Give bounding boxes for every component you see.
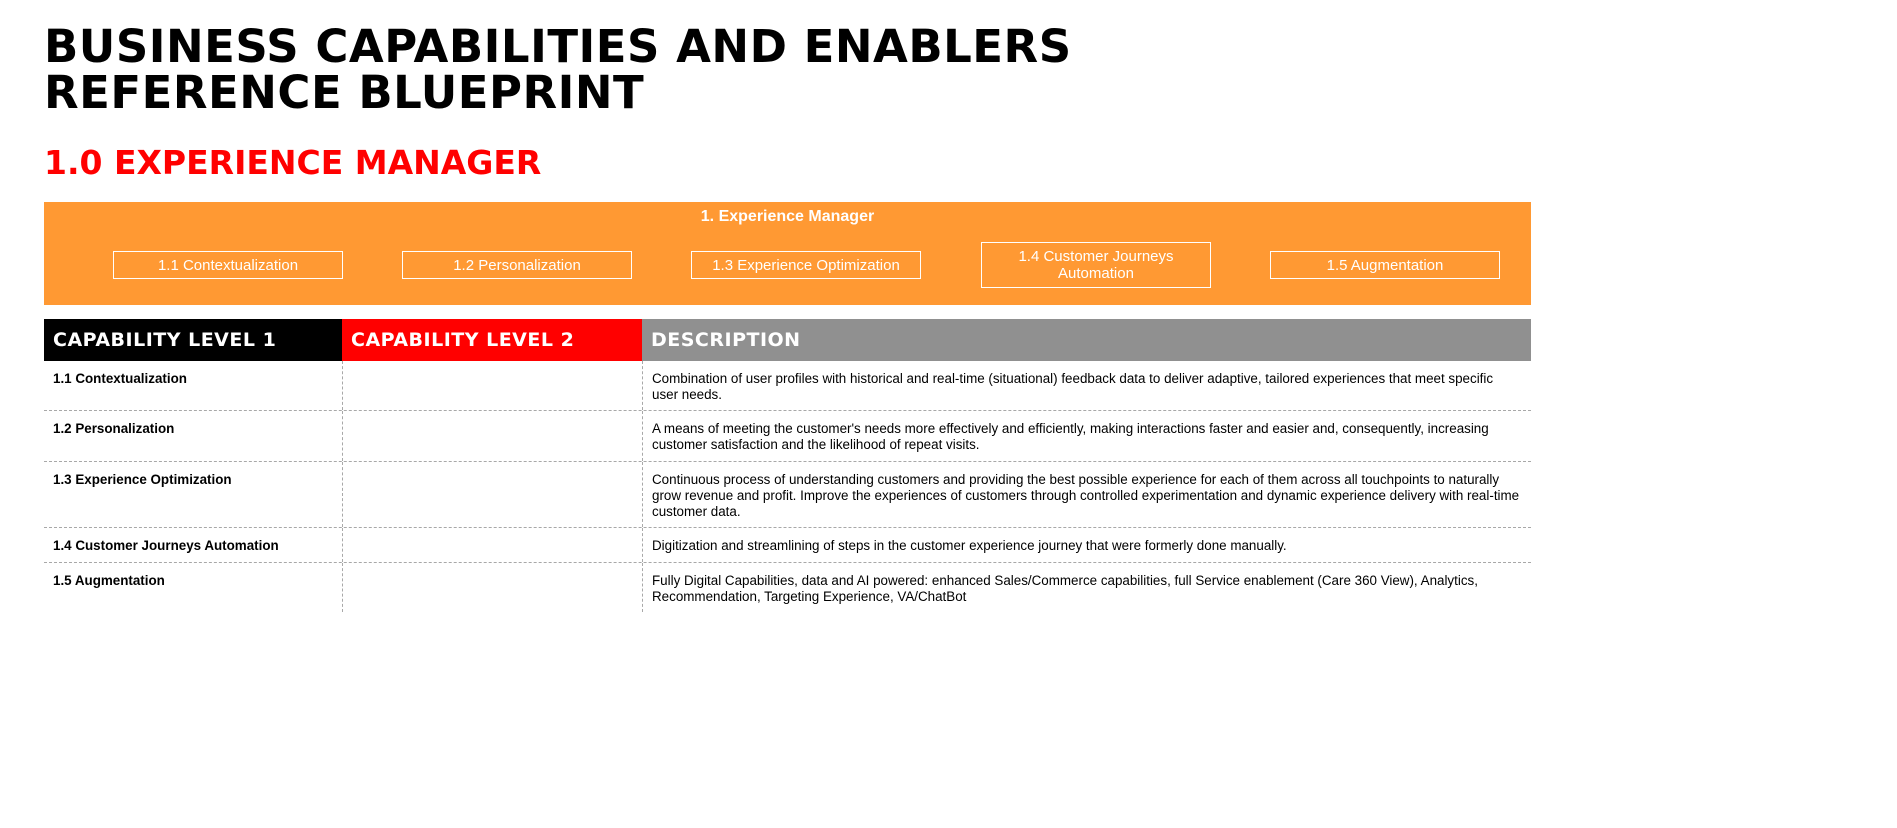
page-title-line-2: REFERENCE BLUEPRINT [44,66,645,119]
level1-cell: 1.5 Augmentation [53,573,165,588]
table-row: 1.4 Customer Journeys Automation Digitiz… [44,528,1531,563]
level2-cell [342,462,642,527]
description-cell: Continuous process of understanding cust… [642,462,1531,527]
experience-manager-banner: 1. Experience Manager 1.1 Contextualizat… [44,202,1531,305]
table-row: 1.5 Augmentation Fully Digital Capabilit… [44,563,1531,612]
capability-box-contextualization: 1.1 Contextualization [113,251,343,279]
page-title-line-1: BUSINESS CAPABILITIES AND ENABLERS [44,20,1072,73]
description-cell: Digitization and streamlining of steps i… [642,528,1531,562]
description-cell: Combination of user profiles with histor… [642,361,1531,410]
level2-cell [342,411,642,461]
header-capability-level-1: CAPABILITY LEVEL 1 [44,319,342,361]
table-header: CAPABILITY LEVEL 1 CAPABILITY LEVEL 2 DE… [44,319,1531,361]
level1-cell: 1.3 Experience Optimization [53,472,232,487]
page-title: BUSINESS CAPABILITIES AND ENABLERS REFER… [44,24,1072,116]
level1-cell: 1.1 Contextualization [53,371,187,386]
banner-title: 1. Experience Manager [700,208,875,225]
level2-cell [342,361,642,410]
description-cell: Fully Digital Capabilities, data and AI … [642,563,1531,612]
capability-box-augmentation: 1.5 Augmentation [1270,251,1500,279]
capability-box-personalization: 1.2 Personalization [402,251,632,279]
level1-cell: 1.4 Customer Journeys Automation [53,538,279,553]
description-cell: A means of meeting the customer's needs … [642,411,1531,461]
table-row: 1.2 Personalization A means of meeting t… [44,411,1531,462]
level2-cell [342,528,642,562]
capability-box-customer-journeys-automation: 1.4 Customer Journeys Automation [981,242,1211,288]
capability-box-experience-optimization: 1.3 Experience Optimization [691,251,921,279]
level2-cell [342,563,642,612]
table-row: 1.3 Experience Optimization Continuous p… [44,462,1531,528]
section-title: 1.0 EXPERIENCE MANAGER [44,143,542,182]
header-capability-level-2: CAPABILITY LEVEL 2 [342,319,642,361]
table-row: 1.1 Contextualization Combination of use… [44,361,1531,411]
level1-cell: 1.2 Personalization [53,421,175,436]
capability-table: CAPABILITY LEVEL 1 CAPABILITY LEVEL 2 DE… [44,319,1531,612]
header-description: DESCRIPTION [642,319,1531,361]
